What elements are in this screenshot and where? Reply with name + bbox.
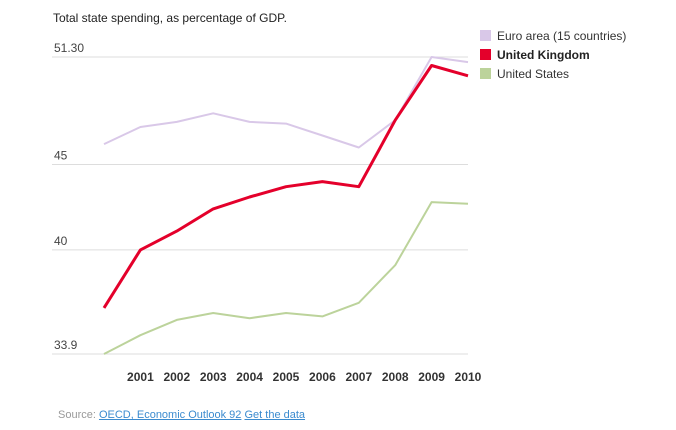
series-line-euro-area-15-countries[interactable] — [103, 56, 469, 149]
get-data-link[interactable]: Get the data — [244, 409, 306, 421]
x-tick-label: 2001 — [127, 370, 154, 384]
x-tick-label: 2006 — [309, 370, 336, 384]
data-point[interactable] — [319, 179, 325, 185]
data-point[interactable] — [465, 201, 471, 207]
data-point[interactable] — [319, 313, 325, 319]
x-tick-label: 2005 — [273, 370, 300, 384]
data-point[interactable] — [247, 119, 253, 125]
data-point[interactable] — [210, 310, 216, 316]
series-line-united-states[interactable] — [103, 201, 469, 355]
source-note: Source: OECD, Economic Outlook 92 Get th… — [58, 409, 305, 421]
data-point[interactable] — [210, 110, 216, 116]
legend: Euro area (15 countries) United Kingdom Un… — [480, 26, 626, 83]
y-tick-label: 40 — [54, 234, 68, 248]
x-tick-label: 2003 — [200, 370, 227, 384]
data-point[interactable] — [283, 310, 289, 316]
data-point[interactable] — [210, 206, 216, 212]
data-point[interactable] — [137, 247, 143, 253]
legend-item[interactable]: United Kingdom — [480, 45, 626, 64]
legend-swatch — [480, 49, 491, 60]
data-point[interactable] — [429, 199, 435, 205]
y-tick-label: 51.30 — [54, 41, 84, 55]
source-prefix: Source: — [58, 409, 99, 421]
data-point[interactable] — [101, 141, 107, 147]
series-line-united-kingdom[interactable] — [102, 64, 469, 309]
data-point[interactable] — [356, 300, 362, 306]
y-tick-label: 33.9 — [54, 338, 78, 352]
x-tick-label: 2002 — [163, 370, 190, 384]
data-point[interactable] — [392, 117, 398, 123]
data-point[interactable] — [356, 144, 362, 150]
data-point[interactable] — [137, 332, 143, 338]
data-point[interactable] — [174, 228, 180, 234]
oecd-link[interactable]: OECD, Economic Outlook 92 — [98, 409, 242, 421]
x-tick-label: 2009 — [418, 370, 445, 384]
x-tick-label: 2008 — [382, 370, 409, 384]
y-tick-label: 45 — [54, 149, 68, 163]
legend-swatch — [480, 30, 491, 41]
data-point[interactable] — [429, 54, 435, 60]
data-point[interactable] — [465, 59, 471, 65]
data-point[interactable] — [174, 317, 180, 323]
data-point[interactable] — [283, 184, 289, 190]
data-point[interactable] — [429, 63, 435, 69]
data-point[interactable] — [101, 351, 107, 357]
data-point[interactable] — [101, 305, 107, 311]
x-tick-label: 2010 — [455, 370, 482, 384]
data-point[interactable] — [174, 119, 180, 125]
legend-label: United States — [497, 66, 570, 81]
data-point[interactable] — [137, 124, 143, 130]
legend-swatch — [480, 68, 491, 79]
data-point[interactable] — [465, 73, 471, 79]
legend-item[interactable]: United States — [480, 64, 626, 83]
x-tick-label: 2004 — [236, 370, 263, 384]
chart-title: Total state spending, as percentage of G… — [53, 11, 287, 25]
legend-label: Euro area (15 countries) — [497, 28, 627, 43]
legend-label: United Kingdom — [497, 47, 590, 62]
data-point[interactable] — [283, 121, 289, 127]
data-point[interactable] — [392, 262, 398, 268]
data-point[interactable] — [319, 133, 325, 139]
data-point[interactable] — [247, 194, 253, 200]
legend-item[interactable]: Euro area (15 countries) — [480, 26, 626, 45]
x-tick-label: 2007 — [345, 370, 372, 384]
data-point[interactable] — [247, 315, 253, 321]
data-point[interactable] — [356, 184, 362, 190]
